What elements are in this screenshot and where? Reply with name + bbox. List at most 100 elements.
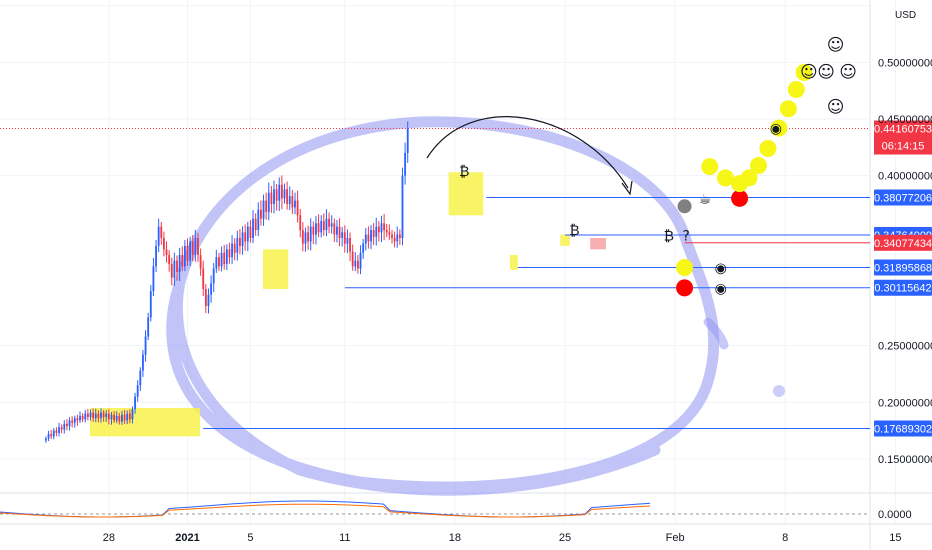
candle-body bbox=[181, 255, 184, 267]
candle-body bbox=[215, 257, 218, 269]
coin-icon: ₿ bbox=[664, 229, 674, 245]
candle-body bbox=[299, 215, 302, 231]
candle-body bbox=[273, 189, 275, 204]
red-dot bbox=[731, 189, 749, 207]
date-tick: 15 bbox=[889, 532, 901, 544]
candle-body bbox=[207, 294, 210, 306]
yellow-dot bbox=[770, 119, 788, 137]
candle-body bbox=[94, 413, 97, 419]
candle-body bbox=[189, 241, 192, 261]
candle-body bbox=[160, 226, 163, 238]
highlight-box bbox=[560, 234, 570, 246]
candle-body bbox=[254, 218, 257, 231]
candle-body bbox=[278, 184, 281, 201]
macd-line bbox=[0, 500, 651, 518]
candle-body bbox=[356, 260, 359, 269]
yellow-dot bbox=[676, 258, 694, 276]
candle-body bbox=[202, 268, 205, 289]
level-tag[interactable] bbox=[874, 189, 932, 206]
yellow-dot bbox=[740, 169, 758, 187]
candle-body bbox=[393, 238, 396, 242]
candle-body bbox=[199, 255, 202, 269]
candle-body bbox=[225, 249, 228, 265]
yellow-dot bbox=[749, 156, 767, 174]
secondary-price-tag[interactable] bbox=[874, 234, 932, 251]
candle-body bbox=[346, 238, 349, 244]
candle-body bbox=[89, 412, 92, 418]
candle-body bbox=[283, 189, 286, 199]
candle-body bbox=[233, 243, 236, 253]
candle-body bbox=[241, 232, 244, 246]
candle-body bbox=[155, 245, 157, 267]
candle-body bbox=[191, 241, 194, 255]
annotation-icons: ₿₿ ₿ ?☕◉◉◉☺☺ ☺ ☺☺ bbox=[459, 35, 857, 297]
candle-body bbox=[257, 209, 260, 231]
candle-body bbox=[105, 413, 108, 418]
candle-body bbox=[359, 252, 362, 269]
candle-body bbox=[406, 128, 409, 153]
candle-body bbox=[338, 226, 341, 238]
highlight-box bbox=[89, 408, 201, 437]
candle-body bbox=[398, 234, 401, 238]
level-tag[interactable] bbox=[874, 420, 932, 437]
candle-body bbox=[228, 249, 231, 258]
candle-body bbox=[52, 430, 55, 437]
level-tag-label: 0.17689302 bbox=[874, 424, 932, 436]
candle-body bbox=[123, 414, 126, 421]
circle-mark bbox=[773, 385, 785, 397]
candle-body bbox=[383, 223, 386, 231]
candle-body bbox=[121, 414, 123, 422]
candle-body bbox=[76, 418, 79, 421]
candle-body bbox=[65, 423, 68, 427]
candle-body bbox=[367, 234, 370, 242]
candle-body bbox=[84, 413, 87, 420]
coin-icon: ₿ bbox=[569, 223, 579, 239]
smiley-icon: ☺ bbox=[827, 98, 845, 118]
candle-body bbox=[372, 230, 375, 237]
candle-body bbox=[246, 226, 249, 242]
price-tick: 0.40000000 bbox=[878, 171, 932, 183]
candle-body bbox=[45, 438, 47, 441]
eye-icon: ◉ bbox=[715, 260, 727, 276]
candle-body bbox=[391, 234, 393, 238]
smiley-icon: ☺ bbox=[817, 63, 835, 83]
candle-body bbox=[362, 243, 365, 253]
date-tick: 11 bbox=[339, 532, 350, 544]
candle-body bbox=[115, 415, 118, 421]
level-tag[interactable] bbox=[874, 259, 932, 276]
level-tag[interactable] bbox=[874, 279, 932, 296]
candle-body bbox=[126, 413, 129, 421]
candle-body bbox=[55, 430, 58, 433]
current-price-tag[interactable] bbox=[874, 120, 932, 155]
candle-body bbox=[86, 413, 89, 418]
candle-body bbox=[354, 260, 357, 267]
highlight-box bbox=[590, 238, 606, 250]
candle-body bbox=[249, 226, 252, 238]
price-tick: 0.25000000 bbox=[878, 341, 932, 353]
candle-body bbox=[170, 264, 173, 278]
time-axis[interactable]: 28 2021 5 11 18 25 Feb 8 15 bbox=[103, 532, 902, 544]
date-tick: 5 bbox=[247, 532, 253, 544]
horizontal-levels[interactable]: 0.380772060.347640090.318958680.30115642… bbox=[0, 120, 932, 437]
highlight-boxes bbox=[89, 172, 606, 437]
circle-stroke bbox=[166, 116, 720, 496]
candle-body bbox=[280, 184, 283, 199]
candle-body bbox=[396, 234, 399, 242]
eye-icon: ◉ bbox=[770, 121, 782, 137]
candle-body bbox=[312, 226, 315, 235]
currency-label: USD bbox=[895, 10, 916, 21]
candle-body bbox=[315, 223, 317, 235]
red-dot bbox=[676, 279, 694, 297]
date-tick: 18 bbox=[449, 532, 461, 544]
candle-body bbox=[301, 230, 304, 244]
candle-body bbox=[60, 427, 63, 430]
candle-body bbox=[265, 200, 268, 212]
candle-body bbox=[262, 200, 265, 219]
curved-arrow bbox=[426, 116, 633, 196]
candle-body bbox=[231, 243, 233, 258]
price-axis[interactable]: USD 0.50000000 0.45000000 0.40000000 0.2500… bbox=[878, 10, 932, 466]
coin-icon: ₿ bbox=[459, 164, 469, 180]
candle-body bbox=[388, 232, 391, 235]
yellow-dot bbox=[716, 169, 734, 187]
